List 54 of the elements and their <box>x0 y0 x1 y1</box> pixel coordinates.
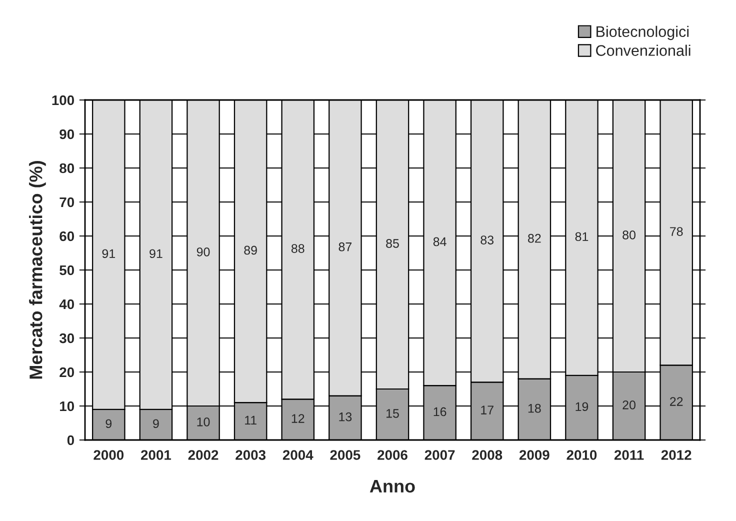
data-label: 9 <box>153 419 159 428</box>
y-tick-label: 80 <box>60 163 74 174</box>
data-label: 10 <box>197 418 210 426</box>
x-axis-title: Anno <box>370 480 415 493</box>
data-label: 18 <box>528 404 541 413</box>
y-tick-label: 90 <box>60 129 74 140</box>
data-label: 15 <box>386 409 399 418</box>
data-label: 90 <box>196 248 210 256</box>
y-tick-label: 40 <box>59 299 74 310</box>
data-label: 17 <box>481 406 494 414</box>
data-label: 22 <box>670 397 683 406</box>
data-label: 13 <box>339 412 352 422</box>
x-tick-label: 2010 <box>566 450 597 460</box>
data-label: 89 <box>244 246 257 255</box>
x-tick-label: 2009 <box>519 450 550 460</box>
data-label: 16 <box>434 407 446 416</box>
x-tick-label: 2006 <box>378 450 408 460</box>
x-tick-label: 2001 <box>140 450 172 460</box>
x-tick-label: 2000 <box>94 450 124 460</box>
y-tick-label: 0 <box>67 435 74 446</box>
y-axis-title: Mercato farmaceutico (%) <box>29 161 46 379</box>
legend-label: Biotecnologici <box>596 26 689 40</box>
x-tick-label: 2005 <box>330 450 360 460</box>
legend-label: Convenzionali <box>596 44 690 56</box>
data-label: 87 <box>338 242 352 252</box>
y-tick-label: 10 <box>60 401 74 412</box>
x-tick-label: 2012 <box>661 450 692 460</box>
data-label: 85 <box>386 239 399 248</box>
y-tick-label: 100 <box>52 95 74 106</box>
y-tick-label: 20 <box>60 367 74 378</box>
data-label: 88 <box>291 244 304 253</box>
data-label: 84 <box>433 237 446 246</box>
data-label: 82 <box>528 234 541 243</box>
x-tick-label: 2007 <box>424 450 455 460</box>
y-tick-label: 70 <box>60 197 74 208</box>
x-tick-label: 2004 <box>282 450 314 460</box>
data-label: 9 <box>106 419 112 428</box>
x-tick-label: 2003 <box>236 450 266 460</box>
data-label: 91 <box>150 249 162 258</box>
y-tick-label: 50 <box>60 265 74 276</box>
data-label: 83 <box>480 236 494 244</box>
data-label: 80 <box>622 230 636 240</box>
data-label: 81 <box>575 232 588 242</box>
data-label: 12 <box>292 414 304 423</box>
data-label: 11 <box>245 416 256 425</box>
y-tick-label: 30 <box>59 333 74 344</box>
data-label: 19 <box>576 402 588 412</box>
data-label: 91 <box>102 249 115 258</box>
x-tick-label: 2011 <box>614 450 644 460</box>
data-label: 20 <box>622 400 636 410</box>
x-tick-label: 2008 <box>472 450 502 460</box>
y-tick-label: 60 <box>60 231 74 242</box>
data-label: 78 <box>670 227 683 236</box>
x-tick-label: 2002 <box>188 450 218 460</box>
